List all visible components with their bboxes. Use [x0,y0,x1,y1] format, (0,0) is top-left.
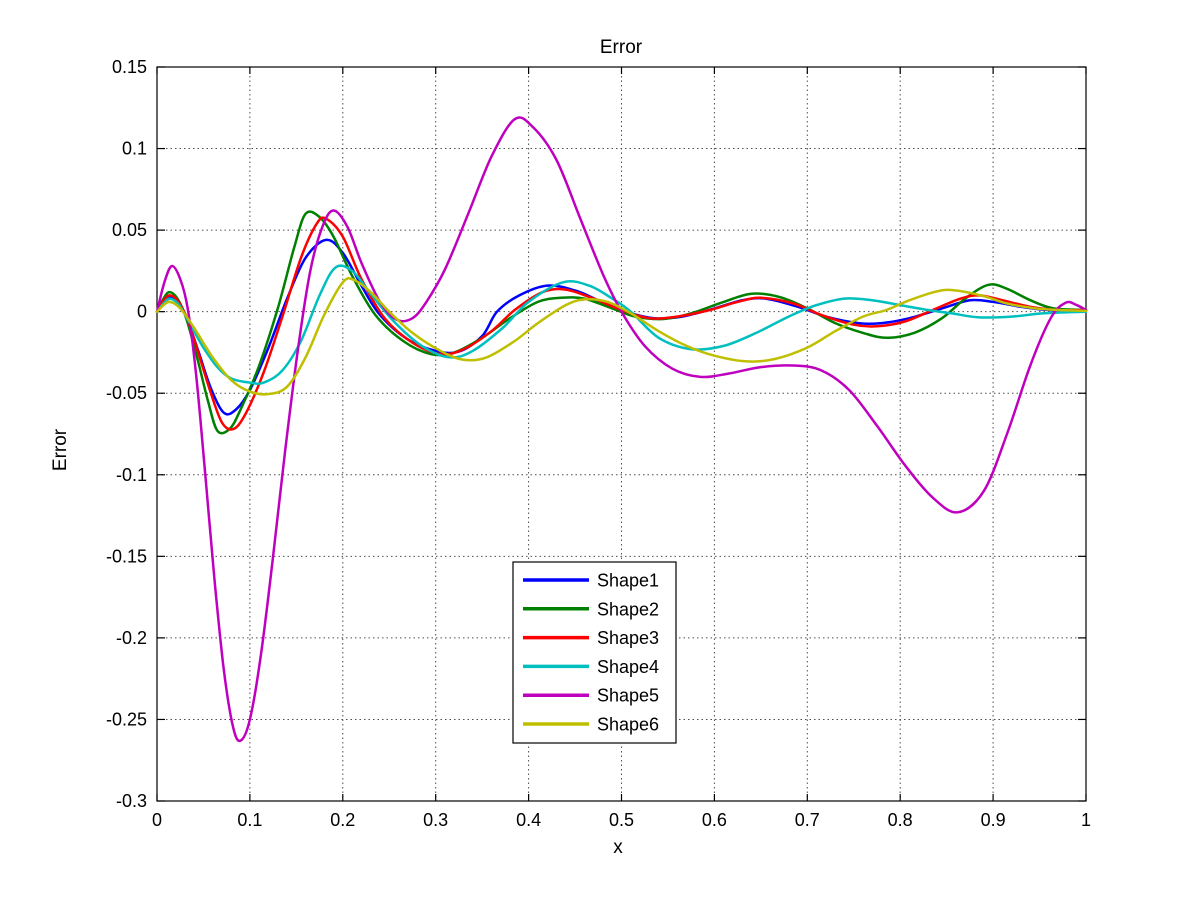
data-curves [155,116,1088,743]
y-tick-label: -0.25 [106,709,147,729]
x-axis-label: x [613,837,623,858]
legend-label-shape5: Shape5 [597,686,659,706]
x-tick-label: 0.3 [423,810,448,830]
legend-box [512,561,677,744]
legend-label-shape3: Shape3 [597,628,659,648]
axis-ticks [156,66,1087,802]
x-tick-label: 0.2 [330,810,355,830]
x-tick-label: 0.4 [516,810,541,830]
curve-shape3 [155,216,1088,431]
y-tick-label: 0.1 [122,139,147,159]
y-tick-label: -0.3 [116,791,147,811]
x-tick-label: 1 [1081,810,1091,830]
x-tick-label: 0 [152,810,162,830]
y-tick-label: -0.05 [106,383,147,403]
y-tick-label: -0.2 [116,628,147,648]
legend: Shape1 Shape2 Shape3 Shape4 Shape5 Shape6 [512,561,677,744]
x-tick-label: 0.5 [609,810,634,830]
legend-label-shape6: Shape6 [597,715,659,735]
y-tick-label: 0.05 [112,220,147,240]
y-tick-label: 0 [137,302,147,322]
chart-title: Error [600,37,643,58]
y-tick-label: 0.15 [112,57,147,77]
x-tick-label: 0.6 [702,810,727,830]
y-tick-label: -0.15 [106,546,147,566]
x-tick-label: 0.9 [981,810,1006,830]
y-axis-label: Error [50,428,71,471]
curve-shape6 [155,277,1088,396]
x-tick-label: 0.8 [888,810,913,830]
curve-shape5 [155,116,1088,743]
legend-label-shape1: Shape1 [597,571,659,591]
legend-label-shape2: Shape2 [597,599,659,619]
curve-shape2 [155,210,1088,435]
legend-label-shape4: Shape4 [597,657,659,677]
x-tick-label: 0.1 [237,810,262,830]
y-tick-label: -0.1 [116,465,147,485]
axis-tick-labels: 0 0.1 0.2 0.3 0.4 0.5 0.6 0.7 0.8 0.9 1 -0.3 -0.25 -0… [106,57,1091,830]
curve-shape1 [155,238,1088,416]
x-tick-label: 0.7 [795,810,820,830]
